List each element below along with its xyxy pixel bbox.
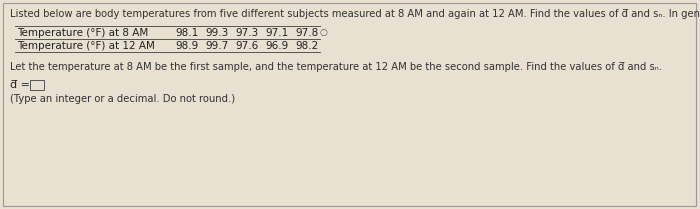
Text: d̅ =: d̅ = (10, 80, 30, 90)
Text: (Type an integer or a decimal. Do not round.): (Type an integer or a decimal. Do not ro… (10, 94, 235, 104)
Text: Listed below are body temperatures from five different subjects measured at 8 AM: Listed below are body temperatures from … (10, 9, 700, 19)
Text: 97.8: 97.8 (295, 28, 318, 38)
Text: 97.3: 97.3 (235, 28, 258, 38)
Text: 99.7: 99.7 (205, 41, 228, 51)
Text: Temperature (°F) at 8 AM: Temperature (°F) at 8 AM (17, 28, 148, 38)
Text: 98.2: 98.2 (295, 41, 318, 51)
Text: 96.9: 96.9 (265, 41, 288, 51)
Text: 97.6: 97.6 (235, 41, 258, 51)
Text: 98.9: 98.9 (175, 41, 198, 51)
Text: 98.1: 98.1 (175, 28, 198, 38)
FancyBboxPatch shape (30, 80, 44, 90)
Text: ○: ○ (319, 28, 327, 37)
Text: Let the temperature at 8 AM be the first sample, and the temperature at 12 AM be: Let the temperature at 8 AM be the first… (10, 62, 662, 72)
FancyBboxPatch shape (3, 3, 696, 206)
Text: Temperature (°F) at 12 AM: Temperature (°F) at 12 AM (17, 41, 155, 51)
Text: 99.3: 99.3 (205, 28, 228, 38)
Text: 97.1: 97.1 (265, 28, 288, 38)
